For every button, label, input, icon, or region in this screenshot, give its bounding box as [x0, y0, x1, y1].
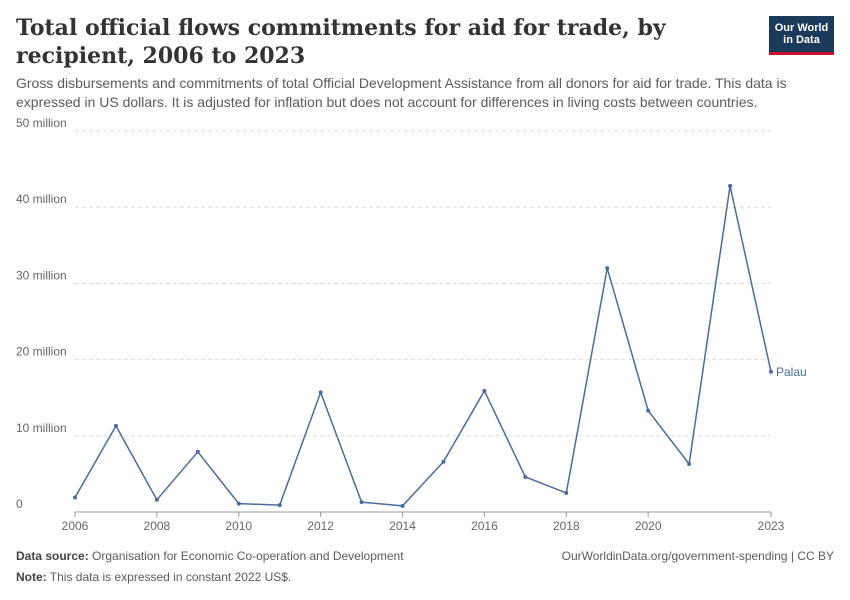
- y-tick-label: 40 million: [16, 192, 67, 206]
- data-point: [400, 503, 405, 508]
- x-tick-label: 2014: [389, 519, 416, 533]
- note-label: Note:: [16, 570, 47, 584]
- data-point: [646, 408, 651, 413]
- data-point: [441, 459, 446, 464]
- y-tick-label: 20 million: [16, 345, 67, 359]
- x-tick-label: 2012: [307, 519, 334, 533]
- data-point: [195, 449, 200, 454]
- data-point: [318, 390, 323, 395]
- data-point: [113, 423, 118, 428]
- y-tick-label: 0: [16, 497, 23, 511]
- chart-title: Total official flows commitments for aid…: [16, 15, 666, 69]
- series-label: Palau: [776, 365, 807, 379]
- x-tick-label: 2008: [144, 519, 171, 533]
- data-point: [236, 501, 241, 506]
- data-point: [359, 500, 364, 505]
- data-point: [277, 503, 282, 508]
- logo-line-2: in Data: [783, 34, 820, 46]
- data-point: [73, 495, 77, 500]
- y-tick-label: 10 million: [16, 421, 67, 435]
- x-tick-label: 2023: [758, 519, 785, 533]
- y-tick-label: 30 million: [16, 268, 67, 282]
- logo-line-1: Our World: [774, 22, 829, 34]
- note-text: This data is expressed in constant 2022 …: [49, 570, 292, 584]
- data-point: [769, 369, 773, 374]
- x-tick-label: 2020: [635, 519, 662, 533]
- chart-note: Note: This data is expressed in constant…: [16, 570, 291, 584]
- x-tick-label: 2016: [471, 519, 498, 533]
- data-point: [482, 388, 487, 393]
- data-point: [154, 497, 159, 502]
- data-point: [523, 474, 528, 479]
- source-url[interactable]: OurWorldinData.org/government-spending |…: [561, 549, 834, 563]
- x-tick-label: 2018: [553, 519, 580, 533]
- series-line-palau: [74, 185, 772, 507]
- data-point: [687, 461, 692, 466]
- data-point: [605, 266, 610, 271]
- data-source: Data source: Organisation for Economic C…: [16, 549, 404, 563]
- data-point: [728, 183, 733, 188]
- y-tick-label: 50 million: [16, 116, 67, 130]
- data-source-label: Data source:: [16, 549, 89, 563]
- x-tick-label: 2010: [225, 519, 252, 533]
- x-tick-label: 2006: [62, 519, 89, 533]
- owid-logo[interactable]: Our World in Data: [769, 16, 834, 55]
- data-source-link[interactable]: Organisation for Economic Co-operation a…: [92, 549, 404, 563]
- chart-subtitle: Gross disbursements and commitments of t…: [16, 75, 787, 110]
- data-point: [564, 490, 569, 495]
